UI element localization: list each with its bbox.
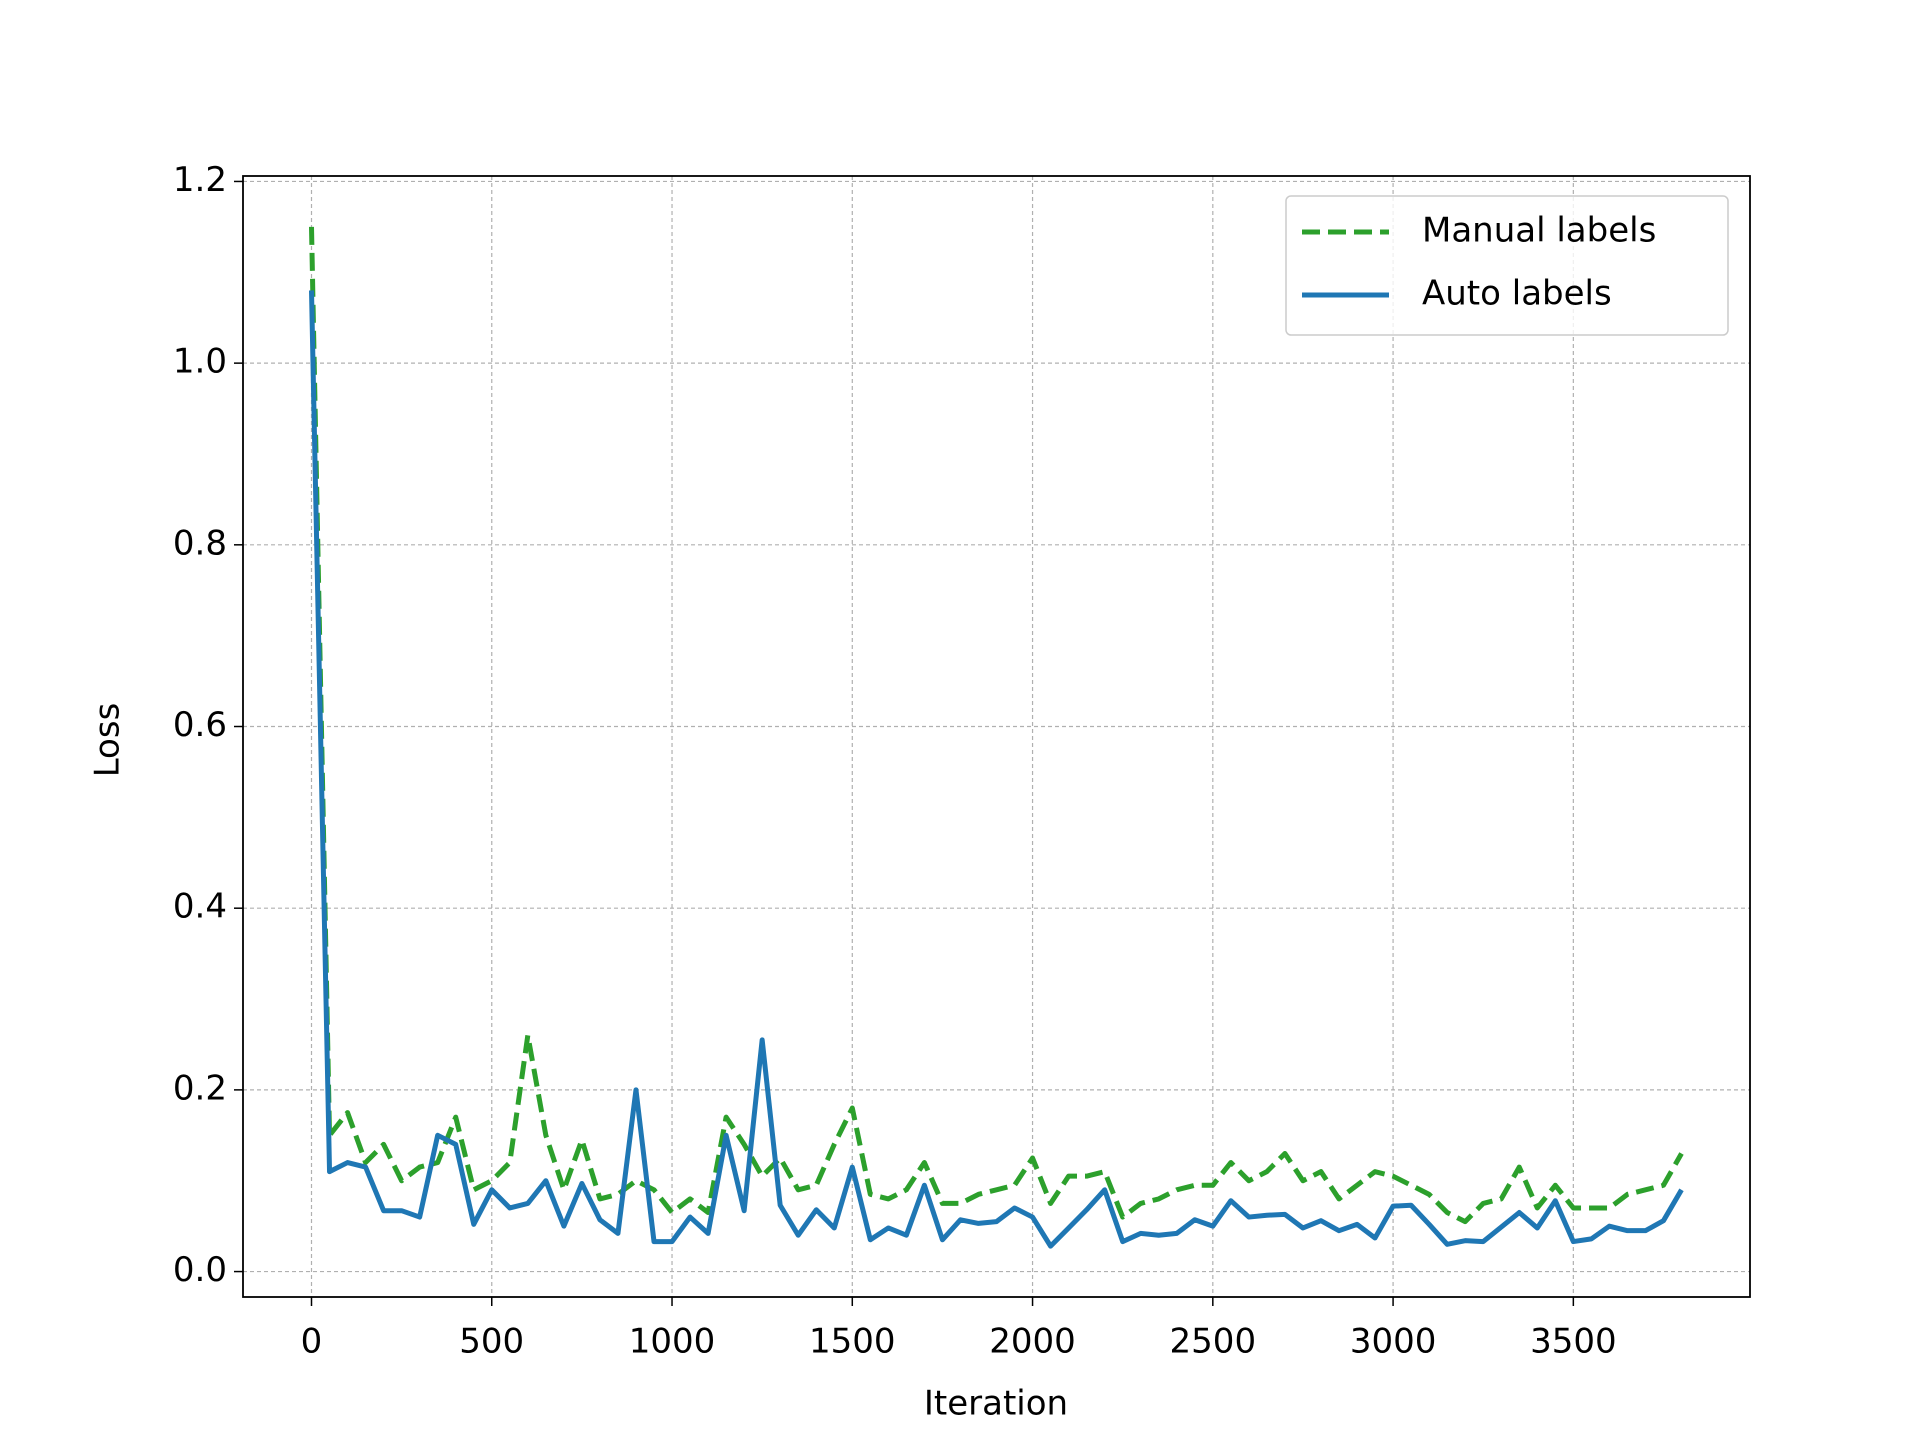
x-tick-label: 3500 bbox=[1530, 1322, 1617, 1362]
y-tick-label: 0.4 bbox=[173, 887, 227, 927]
x-tick-label: 500 bbox=[459, 1322, 524, 1362]
y-axis-label: Loss bbox=[88, 703, 128, 778]
x-tick-label: 1500 bbox=[809, 1322, 896, 1362]
y-tick-label: 0.6 bbox=[173, 705, 227, 745]
plot-frame bbox=[242, 175, 1751, 1298]
y-tick-label: 0.0 bbox=[173, 1250, 227, 1290]
series-line bbox=[309, 226, 1684, 1225]
x-tick-label: 2000 bbox=[989, 1322, 1076, 1362]
series-line bbox=[309, 290, 1684, 1249]
x-tick-label: 2500 bbox=[1170, 1322, 1257, 1362]
x-axis-label: Iteration bbox=[924, 1384, 1068, 1424]
legend-box bbox=[1285, 195, 1729, 336]
y-tick-label: 1.2 bbox=[173, 160, 227, 200]
x-tick-label: 3000 bbox=[1350, 1322, 1437, 1362]
x-tick-label: 1000 bbox=[629, 1322, 716, 1362]
x-tick-label: 0 bbox=[301, 1322, 323, 1362]
y-tick-label: 1.0 bbox=[173, 342, 227, 382]
legend-label: Manual labels bbox=[1422, 211, 1656, 251]
legend-label: Auto labels bbox=[1422, 274, 1612, 314]
y-tick-label: 0.8 bbox=[173, 523, 227, 563]
y-tick-label: 0.2 bbox=[173, 1068, 227, 1108]
